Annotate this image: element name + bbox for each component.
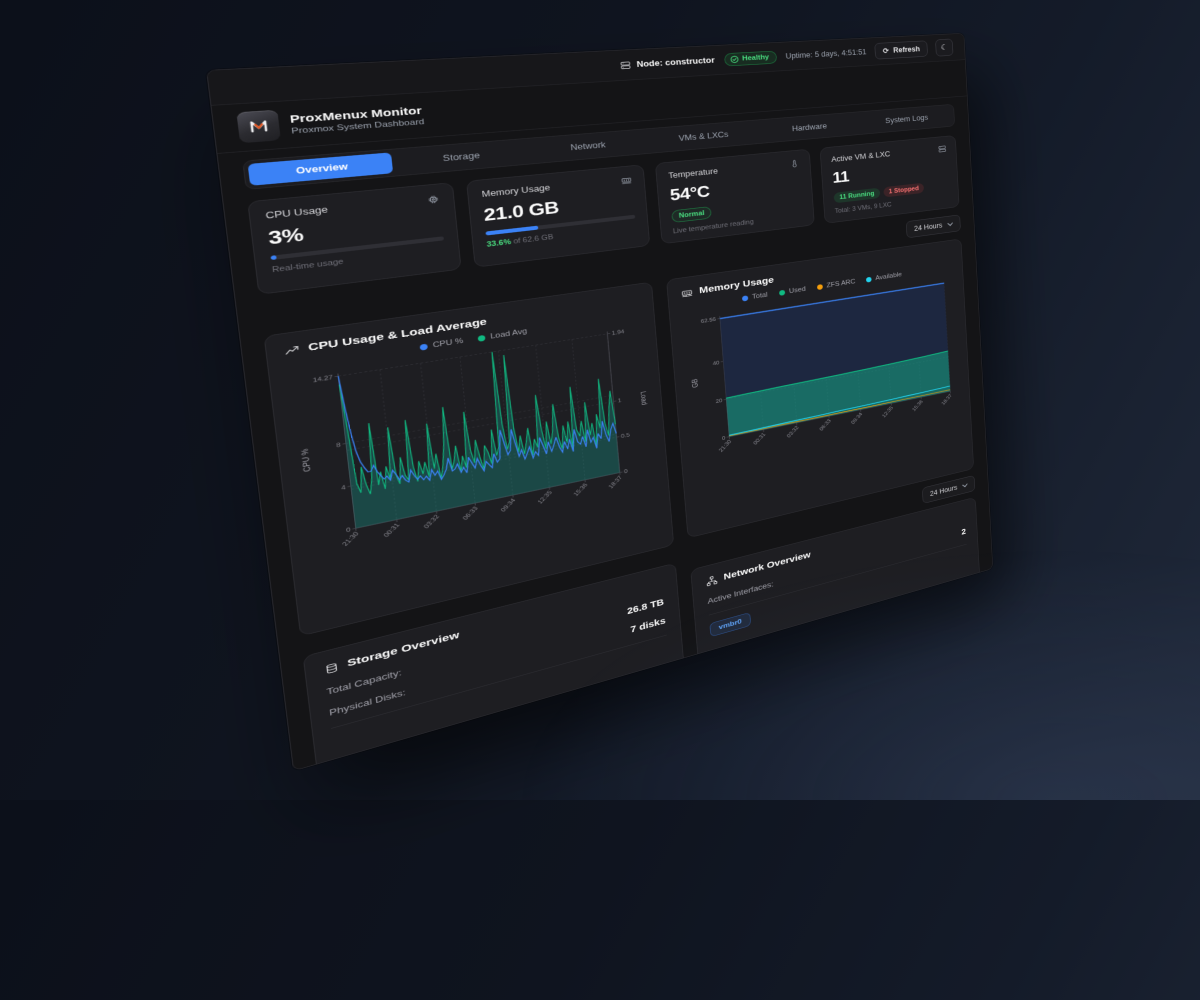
refresh-button[interactable]: ⟳ Refresh (874, 40, 927, 59)
svg-text:06:33: 06:33 (818, 418, 832, 432)
refresh-icon: ⟳ (883, 47, 890, 55)
trending-up-icon (283, 343, 300, 357)
svg-text:1: 1 (617, 397, 621, 404)
temperature-card-label: Temperature (668, 167, 718, 181)
svg-text:14.27: 14.27 (312, 374, 333, 384)
svg-text:0: 0 (722, 435, 726, 441)
svg-text:12:35: 12:35 (536, 489, 553, 504)
svg-text:8: 8 (336, 441, 342, 448)
svg-text:0.5: 0.5 (621, 432, 631, 440)
node-indicator: Node: constructor (620, 55, 715, 70)
svg-text:18:37: 18:37 (941, 393, 954, 406)
logo-m-icon (244, 115, 274, 137)
svg-text:4: 4 (341, 484, 347, 491)
temperature-status-badge: Normal (671, 206, 712, 223)
svg-text:03:32: 03:32 (786, 425, 800, 439)
time-range-value: 24 Hours (914, 221, 943, 232)
svg-text:GB: GB (691, 378, 700, 388)
svg-text:20: 20 (716, 397, 723, 404)
running-badge: 11 Running (834, 188, 881, 204)
storage-disk-icon (323, 660, 340, 675)
svg-text:21:30: 21:30 (341, 530, 361, 547)
proxmenux-dashboard: Node: constructor Healthy Uptime: 5 days… (206, 33, 993, 771)
network-interfaces-value: 2 (961, 527, 966, 536)
svg-text:12:35: 12:35 (881, 405, 894, 418)
svg-text:0: 0 (346, 526, 352, 533)
svg-text:06:33: 06:33 (461, 505, 479, 521)
interface-pill-vmbr0: vmbr0 (709, 612, 750, 637)
memory-caption: 33.6% of 62.6 GB (486, 223, 636, 248)
svg-text:00:31: 00:31 (752, 432, 767, 446)
svg-text:09:34: 09:34 (850, 411, 864, 425)
svg-text:00:31: 00:31 (382, 522, 401, 538)
svg-text:0: 0 (624, 468, 628, 475)
title-block: ProxMenux Monitor Proxmox System Dashboa… (289, 104, 424, 135)
thermometer-icon (789, 159, 799, 169)
svg-text:Load: Load (638, 391, 648, 406)
svg-text:40: 40 (712, 359, 719, 366)
chevron-down-icon (947, 222, 953, 227)
theme-toggle-button[interactable]: ☾ (935, 39, 953, 57)
svg-text:09:34: 09:34 (499, 497, 517, 513)
cpu-icon (426, 194, 440, 205)
vms-card-label: Active VM & LXC (831, 150, 890, 164)
svg-text:15:36: 15:36 (911, 399, 924, 412)
stopped-badge: 1 Stopped (883, 183, 924, 198)
storage-capacity-value: 26.8 TB (627, 597, 665, 616)
scene: Node: constructor Healthy Uptime: 5 days… (0, 0, 1000, 1000)
health-badge: Healthy (724, 50, 777, 66)
memory-card-label: Memory Usage (481, 183, 550, 199)
right-column: Memory Usage Total Used ZFS ARC Availabl… (666, 239, 985, 764)
cpu-card-label: CPU Usage (265, 205, 328, 221)
memory-time-range-value: 24 Hours (930, 484, 958, 498)
refresh-label: Refresh (893, 45, 920, 55)
network-icon (706, 574, 718, 587)
storage-row-disks: Physical Disks: 7 disks (329, 616, 666, 718)
chevron-down-icon (962, 483, 968, 488)
check-circle-icon (730, 55, 740, 64)
svg-text:18:37: 18:37 (607, 475, 624, 490)
svg-text:CPU %: CPU % (300, 447, 314, 472)
svg-text:15:36: 15:36 (572, 482, 589, 497)
moon-icon: ☾ (940, 43, 948, 52)
svg-text:21:30: 21:30 (718, 439, 733, 453)
health-label: Healthy (742, 54, 769, 63)
uptime-text: Uptime: 5 days, 4:51:51 (785, 48, 866, 61)
svg-text:62.56: 62.56 (701, 316, 717, 324)
svg-text:1.94: 1.94 (611, 328, 624, 336)
memory-icon (620, 175, 632, 186)
servers-icon (938, 144, 947, 153)
left-column: CPU Usage & Load Average CPU % Load Avg … (264, 282, 692, 772)
server-icon (620, 60, 632, 70)
svg-text:03:32: 03:32 (422, 513, 441, 529)
node-label: Node: constructor (636, 56, 715, 69)
memory-chart-icon (681, 287, 694, 299)
network-divider (709, 544, 967, 615)
storage-disks-value: 7 disks (630, 616, 666, 635)
proxmenux-logo (236, 110, 281, 143)
